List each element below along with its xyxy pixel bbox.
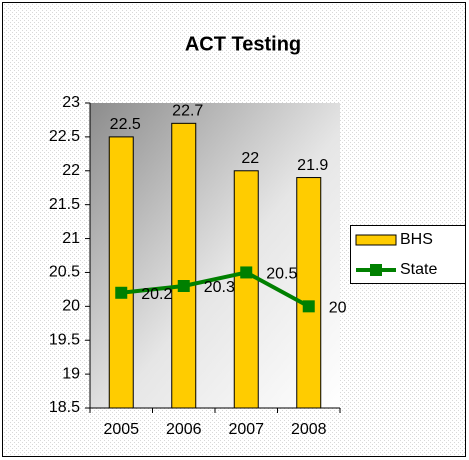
line-value-label: 20.3 <box>204 279 235 296</box>
line-marker <box>115 286 128 299</box>
line-value-label: 20.2 <box>141 286 172 303</box>
x-tick-label: 2005 <box>103 421 139 438</box>
y-tick-label: 20 <box>62 298 80 315</box>
legend-label: BHS <box>400 231 433 248</box>
y-tick-label: 19 <box>62 365 80 382</box>
legend <box>350 225 466 284</box>
line-value-label: 20 <box>329 300 347 317</box>
bar <box>296 177 322 409</box>
line-marker <box>240 266 253 279</box>
y-tick-label: 23 <box>62 94 80 111</box>
y-tick-label: 20.5 <box>49 264 80 281</box>
bar <box>171 122 197 409</box>
bar-value-label: 22 <box>241 150 259 167</box>
line-marker <box>302 300 315 313</box>
y-tick-label: 19.5 <box>49 331 80 348</box>
y-tick-label: 21.5 <box>49 196 80 213</box>
line <box>121 270 310 309</box>
y-tick-label: 22 <box>62 162 80 179</box>
y-tick-label: 21 <box>62 230 80 247</box>
x-tick-label: 2006 <box>166 421 202 438</box>
bar-value-label: 22.7 <box>172 103 203 120</box>
legend-label: State <box>400 261 437 278</box>
legend-swatch <box>355 234 397 246</box>
legend-swatch-marker <box>370 264 382 276</box>
x-tick-label: 2008 <box>291 421 327 438</box>
line-marker <box>177 280 190 292</box>
bar <box>233 170 259 409</box>
chart-title: ACT Testing <box>185 33 301 55</box>
line-value-label: 20.5 <box>266 266 297 283</box>
bar-value-label: 21.9 <box>297 157 328 174</box>
bar-value-label: 22.5 <box>110 116 141 133</box>
bar <box>108 136 134 409</box>
x-tick-label: 2007 <box>228 421 264 438</box>
y-tick-label: 18.5 <box>49 399 80 416</box>
y-tick-label: 22.5 <box>49 128 80 145</box>
